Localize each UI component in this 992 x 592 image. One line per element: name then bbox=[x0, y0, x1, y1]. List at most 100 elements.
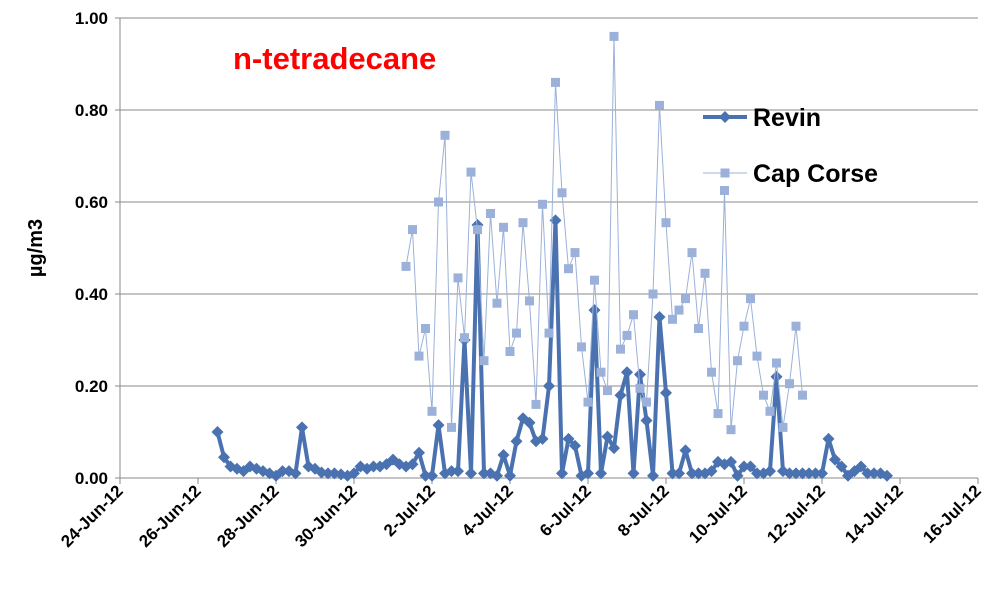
point bbox=[531, 399, 541, 409]
point bbox=[440, 130, 450, 140]
point bbox=[582, 467, 594, 480]
point bbox=[408, 225, 417, 235]
point bbox=[510, 435, 523, 448]
point bbox=[556, 467, 568, 480]
point bbox=[647, 469, 659, 482]
point bbox=[497, 449, 510, 461]
point bbox=[673, 467, 685, 480]
x-tick-label: 10-Jul-12 bbox=[685, 481, 751, 547]
point bbox=[770, 370, 783, 383]
point bbox=[322, 467, 334, 480]
point bbox=[523, 416, 536, 429]
point bbox=[577, 342, 586, 352]
x-tick-label: 30-Jun-12 bbox=[291, 481, 361, 551]
point bbox=[447, 422, 456, 432]
chart-title: n-tetradecane bbox=[233, 41, 436, 76]
point bbox=[738, 460, 750, 473]
point bbox=[861, 467, 874, 480]
point bbox=[570, 248, 580, 258]
point bbox=[744, 460, 757, 473]
point bbox=[660, 386, 672, 399]
point bbox=[609, 31, 619, 41]
point bbox=[603, 386, 612, 396]
point bbox=[783, 467, 796, 480]
point bbox=[414, 351, 424, 361]
point bbox=[681, 294, 690, 304]
point bbox=[829, 453, 841, 466]
point bbox=[583, 397, 593, 407]
point bbox=[705, 465, 718, 478]
x-tick-label: 28-Jun-12 bbox=[213, 481, 283, 551]
point bbox=[674, 305, 684, 315]
point bbox=[778, 422, 788, 432]
point bbox=[512, 328, 521, 338]
point bbox=[564, 264, 573, 274]
y-tick-label: 0.20 bbox=[75, 377, 108, 396]
y-tick-label: 0.40 bbox=[75, 285, 108, 304]
point bbox=[739, 321, 749, 331]
point bbox=[562, 432, 575, 445]
x-tick-label: 2-Jul-12 bbox=[380, 481, 439, 540]
point bbox=[445, 465, 458, 478]
point bbox=[473, 225, 482, 235]
point bbox=[486, 209, 495, 218]
point bbox=[822, 432, 835, 445]
point bbox=[276, 465, 289, 478]
point bbox=[627, 467, 640, 480]
point bbox=[499, 222, 508, 232]
point bbox=[713, 409, 723, 419]
point bbox=[661, 218, 671, 228]
point bbox=[406, 458, 419, 471]
point bbox=[452, 465, 464, 478]
point bbox=[595, 467, 607, 480]
point bbox=[707, 367, 716, 377]
point bbox=[218, 451, 230, 464]
point bbox=[798, 390, 807, 400]
point bbox=[764, 465, 776, 478]
point bbox=[621, 366, 633, 379]
point bbox=[803, 467, 815, 480]
x-tick-label: 4-Jul-12 bbox=[458, 481, 517, 540]
point bbox=[518, 218, 528, 228]
point bbox=[759, 390, 768, 400]
x-tick-label: 12-Jul-12 bbox=[763, 481, 829, 547]
point bbox=[543, 380, 555, 392]
point bbox=[505, 347, 515, 356]
point bbox=[538, 199, 547, 209]
point bbox=[569, 439, 581, 452]
point bbox=[648, 289, 658, 299]
point bbox=[601, 430, 614, 443]
point bbox=[751, 467, 763, 480]
point bbox=[426, 469, 438, 482]
point bbox=[596, 367, 606, 377]
point bbox=[668, 314, 677, 324]
point bbox=[427, 406, 437, 416]
legend-label: Revin bbox=[753, 104, 821, 132]
point bbox=[588, 304, 601, 317]
point bbox=[478, 467, 490, 480]
point bbox=[622, 330, 632, 340]
point bbox=[679, 444, 692, 457]
series-line bbox=[215, 218, 888, 478]
point bbox=[557, 188, 567, 198]
point bbox=[791, 321, 801, 331]
point bbox=[868, 467, 880, 480]
point bbox=[432, 419, 445, 432]
point bbox=[835, 460, 848, 473]
point bbox=[616, 344, 625, 354]
point bbox=[726, 425, 736, 435]
point bbox=[549, 214, 562, 227]
point bbox=[401, 261, 411, 271]
point bbox=[413, 446, 425, 459]
point bbox=[692, 467, 705, 480]
point bbox=[746, 294, 755, 304]
point bbox=[590, 275, 599, 285]
y-tick-label: 0.00 bbox=[75, 469, 108, 488]
point bbox=[492, 298, 502, 308]
point bbox=[635, 383, 645, 393]
series-line bbox=[405, 35, 803, 431]
point bbox=[634, 368, 646, 381]
x-tick-label: 8-Jul-12 bbox=[614, 481, 673, 540]
point bbox=[731, 469, 744, 482]
point bbox=[296, 421, 308, 434]
